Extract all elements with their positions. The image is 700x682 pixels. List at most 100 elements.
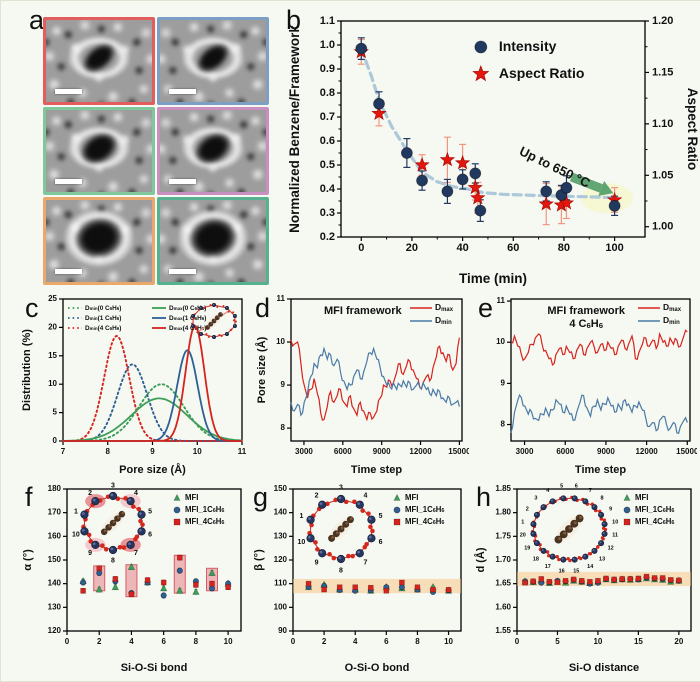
svg-text:6: 6 [384,637,389,646]
panel-c-chart: 7 8 9 10 11 0 5 10 15 20 25 Pore size (Å) Distributi… [21,294,247,476]
legend: MFI MFI_1C6H6 MFI_4C6H6 [623,493,674,526]
svg-text:8: 8 [415,637,420,646]
panel-e-label: e [478,293,494,323]
svg-text:170: 170 [48,508,62,517]
svg-text:10: 10 [224,637,233,646]
legend: Dmin(0 C6H6) Dmin(1 C6H6) Dmin(4 C6H6) Dmax… [68,305,206,332]
svg-text:1.10: 1.10 [652,118,673,130]
svg-text:15000: 15000 [676,447,697,456]
svg-text:3: 3 [339,484,343,491]
svg-text:15: 15 [48,351,57,360]
svg-text:Dmin: Dmin [663,315,680,325]
tem-texture [46,110,152,192]
svg-text:5: 5 [555,637,560,646]
svg-text:Si-O distance: Si-O distance [569,662,639,674]
svg-text:β (°): β (°) [253,549,265,571]
svg-text:60: 60 [507,242,519,254]
svg-text:6: 6 [148,531,152,538]
svg-text:Aspect Ratio: Aspect Ratio [499,65,585,81]
svg-text:1.15: 1.15 [652,66,673,78]
svg-text:1.70: 1.70 [495,555,511,564]
svg-text:130: 130 [274,531,288,540]
svg-text:MFI_4C6H6: MFI_4C6H6 [185,517,224,526]
svg-text:1.0: 1.0 [320,39,335,51]
svg-text:Distribution (%): Distribution (%) [21,329,33,411]
svg-text:Up to 650 °C: Up to 650 °C [517,143,593,190]
svg-text:9: 9 [150,447,155,456]
svg-text:10: 10 [496,337,505,346]
svg-text:20: 20 [406,242,418,254]
svg-text:100: 100 [605,242,623,254]
svg-text:0: 0 [53,436,58,445]
line-Dmax [290,337,460,422]
tem-image [43,197,155,285]
svg-text:Aspect Ratio: Aspect Ratio [685,88,699,171]
ring-inset [191,303,237,339]
svg-text:α (°): α (°) [22,549,34,571]
svg-text:4: 4 [129,637,134,646]
series-MFI_4C6H6 [305,579,452,594]
svg-text:10: 10 [276,337,285,346]
svg-text:19: 19 [524,546,530,552]
svg-text:0: 0 [291,637,296,646]
svg-text:Time (min): Time (min) [459,271,527,286]
svg-text:8: 8 [601,496,604,502]
svg-text:1.75: 1.75 [495,531,511,540]
svg-text:7: 7 [61,447,66,456]
tem-image [157,107,269,195]
svg-text:0: 0 [515,637,520,646]
svg-text:18: 18 [533,557,539,563]
svg-text:Pore size (Å): Pore size (Å) [255,336,268,403]
svg-text:2: 2 [315,492,319,499]
axes: 0 2 4 6 8 10 120 130 140 150 160 170 180 Si-O-Si bond… [22,484,242,674]
svg-text:9: 9 [609,507,612,513]
svg-text:5: 5 [53,408,58,417]
panel-a-label: a [29,5,45,35]
svg-text:Pore size (Å): Pore size (Å) [119,463,186,476]
series-area [353,37,633,226]
svg-text:Dmax: Dmax [435,302,454,312]
svg-text:1.00: 1.00 [652,221,673,233]
svg-text:13: 13 [599,557,605,563]
svg-text:20: 20 [674,637,683,646]
axes: 3000 6000 9000 12000 15000 8 9 10 11 Time step [496,296,697,476]
svg-text:15000: 15000 [448,447,469,456]
svg-text:10: 10 [298,539,306,546]
svg-text:150: 150 [48,555,62,564]
svg-text:6: 6 [575,484,578,490]
svg-text:Dmin(4 C6H6): Dmin(4 C6H6) [85,325,121,332]
svg-text:2: 2 [322,637,327,646]
svg-text:MFI framework: MFI framework [324,305,403,317]
legend: Intensity Aspect Ratio [472,38,585,82]
axes: 0 20 40 60 80 100 0.2 0.3 0.4 0.5 0.6 0.7 0.8 0.9 1.0 1… [287,15,699,286]
svg-text:15: 15 [573,569,579,575]
svg-text:12: 12 [608,546,614,552]
svg-text:Normalized Benzene/Framework: Normalized Benzene/Framework [287,25,302,233]
svg-text:16: 16 [559,569,565,575]
svg-text:0.7: 0.7 [320,111,335,123]
svg-text:3000: 3000 [516,447,534,456]
svg-text:Si-O-Si bond: Si-O-Si bond [121,662,188,674]
svg-text:40: 40 [456,242,468,254]
panel-h-chart: 0 5 10 15 201.551.601.651.701.751.801.85Si-O… [474,484,692,674]
svg-text:90: 90 [278,626,287,635]
svg-text:5: 5 [560,484,563,490]
panel-g-label: g [253,482,269,512]
svg-text:2: 2 [97,637,102,646]
svg-text:10: 10 [593,637,602,646]
trend-line [359,46,617,200]
series-MFI_4C6H6 [522,573,682,586]
svg-text:10: 10 [444,637,453,646]
svg-text:0.6: 0.6 [320,135,335,147]
svg-text:7: 7 [589,488,592,494]
tem-image [157,17,269,105]
svg-text:100: 100 [274,602,288,611]
svg-text:9: 9 [88,550,92,557]
panel-f-label: f [25,482,33,512]
svg-text:10: 10 [612,520,618,526]
svg-text:11: 11 [277,294,286,303]
svg-text:3: 3 [534,496,537,502]
svg-text:10: 10 [48,379,57,388]
svg-text:Time step: Time step [575,464,626,476]
legend: Dmax Dmin [410,302,454,326]
